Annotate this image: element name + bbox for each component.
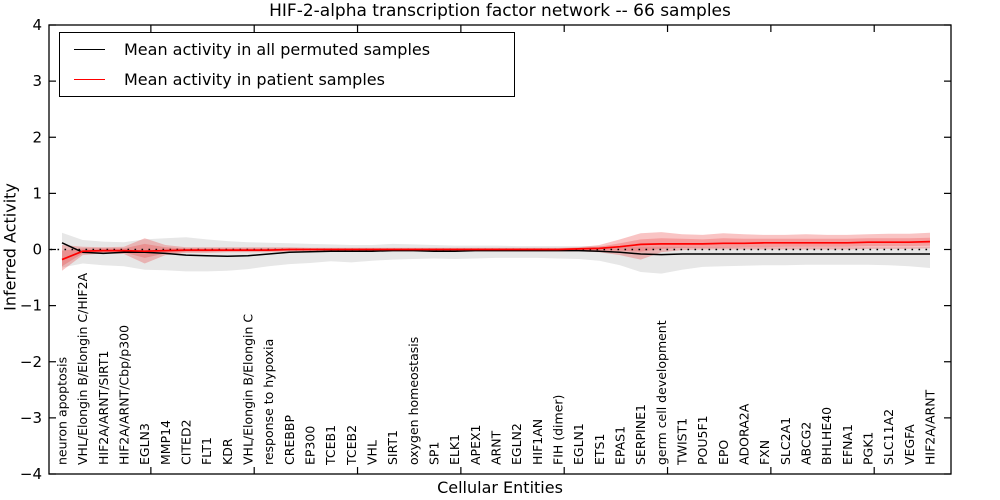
permuted-line-swatch-icon <box>74 49 105 50</box>
x-tick-label: VEGFA <box>902 424 917 465</box>
x-tick-label: EGLN1 <box>571 423 586 465</box>
x-tick-label: VHL <box>365 440 380 465</box>
x-tick-label: EGLN3 <box>137 423 152 465</box>
y-tick-label: 2 <box>32 128 42 146</box>
x-tick-label: PGK1 <box>861 432 876 465</box>
x-tick-label: HIF2A/ARNT <box>923 389 938 465</box>
x-tick-label: SP1 <box>427 442 442 465</box>
y-axis-label: Inferred Activity <box>0 183 20 311</box>
series-line-1 <box>61 240 931 261</box>
x-tick-label: APEX1 <box>468 424 483 465</box>
x-tick-label: HIF2A/ARNT/SIRT1 <box>96 351 111 465</box>
x-tick-label: CITED2 <box>179 419 194 465</box>
x-tick-label: TWIST1 <box>675 418 690 466</box>
x-tick-label: EPAS1 <box>613 426 628 465</box>
y-tick-label: 3 <box>32 72 42 90</box>
x-tick-label: neuron apoptosis <box>55 357 70 465</box>
x-tick-label: CREBBP <box>282 415 297 465</box>
y-tick-label: 4 <box>32 16 42 34</box>
x-tick-label: SIRT1 <box>385 430 400 465</box>
patient-samples-spread-outer-band <box>62 232 930 271</box>
x-tick-label: FLT1 <box>199 437 214 465</box>
x-tick-label: EGLN2 <box>509 423 524 465</box>
y-tick-label: −2 <box>20 353 42 371</box>
y-tick-label: −3 <box>20 409 42 427</box>
legend-item-patient: Mean activity in patient samples <box>60 65 514 95</box>
x-tick-label: BHLHE40 <box>819 407 834 465</box>
y-tick-label: 1 <box>32 184 42 202</box>
x-tick-label: germ cell development <box>654 320 669 465</box>
x-tick-label: SLC2A1 <box>778 417 793 465</box>
legend-label-permuted: Mean activity in all permuted samples <box>124 40 431 59</box>
legend-label-patient: Mean activity in patient samples <box>124 70 385 89</box>
x-tick-label: MMP14 <box>158 420 173 465</box>
x-tick-label: FIH (dimer) <box>551 395 566 465</box>
y-tick-label: 0 <box>32 241 42 259</box>
x-tick-label: oxygen homeostasis <box>406 337 421 465</box>
x-tick-label: ADORA2A <box>737 403 752 465</box>
x-tick-label: EFNA1 <box>840 424 855 465</box>
y-tick-label: −4 <box>20 465 42 483</box>
x-tick-label: KDR <box>220 438 235 465</box>
legend-item-permuted: Mean activity in all permuted samples <box>60 35 514 65</box>
x-tick-label: ELK1 <box>447 434 462 465</box>
x-axis-label: Cellular Entities <box>437 478 563 497</box>
x-tick-label: ABCG2 <box>799 422 814 465</box>
x-tick-label: TCEB2 <box>344 425 359 466</box>
x-tick-label: HIF1AN <box>530 419 545 465</box>
legend: Mean activity in all permuted samples Me… <box>59 32 515 97</box>
x-tick-label: response to hypoxia <box>261 339 276 465</box>
x-tick-label: VHL/Elongin B/Elongin C/HIF2A <box>75 272 90 465</box>
x-tick-label: VHL/Elongin B/Elongin C <box>241 314 256 465</box>
x-tick-label: EP300 <box>303 426 318 465</box>
x-tick-label: SLC11A2 <box>881 409 896 465</box>
x-tick-label: ETS1 <box>592 434 607 465</box>
permuted-samples-spread-band <box>62 232 930 274</box>
x-tick-label: EPO <box>716 440 731 465</box>
x-tick-label: SERPINE1 <box>633 404 648 465</box>
chart-title: HIF-2-alpha transcription factor network… <box>269 1 731 21</box>
x-tick-label: HIF2A/ARNT/Cbp/p300 <box>117 325 132 465</box>
series-line-0 <box>61 242 930 257</box>
x-tick-label: FXN <box>757 440 772 465</box>
patient-samples-spread-inner-band <box>62 237 930 267</box>
x-tick-label: ARNT <box>489 430 504 465</box>
patient-line-swatch-icon <box>74 79 105 80</box>
x-tick-label: TCEB1 <box>323 425 338 466</box>
y-tick-label: −1 <box>20 297 42 315</box>
x-tick-label: POU5F1 <box>695 415 710 465</box>
